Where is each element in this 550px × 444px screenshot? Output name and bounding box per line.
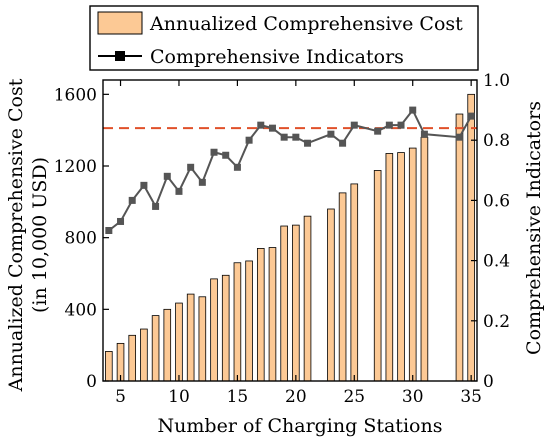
bar (256, 248, 265, 382)
bar (420, 136, 429, 382)
bar (408, 147, 417, 382)
indicator-point (163, 172, 171, 180)
bar (373, 170, 382, 382)
indicator-point (409, 106, 417, 114)
indicator-point (420, 130, 428, 138)
indicator-point (374, 127, 382, 135)
bar (280, 225, 288, 382)
bar (338, 192, 347, 382)
y-left-axis-title-line2: (in 10,000 USD) (29, 157, 51, 313)
bar (175, 302, 183, 382)
x-axis-title: Number of Charging Stations (158, 415, 443, 437)
indicator-point (292, 133, 300, 141)
indicator-point (117, 217, 125, 225)
bar (268, 247, 277, 382)
indicator-point (245, 136, 253, 144)
y-left-tick-label: 800 (65, 229, 97, 249)
bar (210, 278, 218, 382)
bar (245, 260, 253, 382)
bar (455, 113, 464, 382)
indicator-point (105, 227, 113, 234)
bar (350, 183, 359, 382)
x-tick-label: 20 (285, 387, 307, 407)
indicator-point (455, 133, 463, 141)
indicator-point (304, 139, 312, 147)
x-tick-label: 25 (343, 387, 365, 407)
indicator-point (327, 130, 335, 138)
x-tick-label: 35 (460, 387, 482, 407)
y-right-tick-label: 0.8 (483, 131, 510, 151)
indicator-point (187, 163, 195, 171)
bar (467, 93, 475, 382)
y-right-tick-label: 0.4 (483, 252, 510, 272)
y-left-axis-title-line1: Annualized Comprehensive Cost (5, 78, 27, 392)
y-left-tick-label: 400 (65, 300, 97, 320)
indicator-point (222, 151, 230, 159)
plot-frame (102, 79, 478, 382)
bar (128, 334, 137, 382)
indicator-point (140, 181, 148, 189)
y-left-tick-label: 0 (86, 372, 97, 392)
bar (385, 153, 394, 382)
bar (198, 296, 207, 382)
x-tick-label: 15 (227, 387, 249, 407)
bar (105, 351, 113, 382)
y-right-axis-title: Comprehensive Indicators (523, 101, 545, 355)
indicator-point (233, 163, 241, 171)
legend-bar-swatch (97, 11, 143, 35)
bar (303, 215, 312, 382)
y-left-tick-label: 1600 (54, 85, 97, 105)
indicator-point (198, 178, 206, 186)
legend-box (89, 5, 479, 71)
indicator-point (128, 196, 136, 204)
y-left-tick-label: 1200 (54, 157, 97, 177)
bar (186, 293, 195, 382)
indicator-point (280, 133, 288, 141)
legend-line-marker (115, 51, 125, 61)
indicator-point (350, 121, 358, 129)
y-right-tick-label: 0.6 (483, 191, 510, 211)
y-right-tick-label: 1.0 (483, 71, 510, 91)
x-tick-label: 5 (115, 387, 126, 407)
bar (221, 274, 230, 382)
legend-line-label: Comprehensive Indicators (150, 46, 404, 68)
bar (292, 224, 300, 382)
indicator-point (385, 121, 393, 129)
bar (327, 208, 335, 382)
indicator-point (268, 124, 276, 132)
y-right-tick-label: 0 (483, 372, 494, 392)
indicator-point (397, 121, 405, 129)
y-right-tick-label: 0.2 (483, 312, 510, 332)
indicator-series-line (108, 108, 473, 232)
bar (233, 262, 242, 382)
x-tick-label: 30 (402, 387, 424, 407)
bar (140, 328, 148, 382)
legend: Annualized Comprehensive Cost Comprehens… (89, 5, 479, 71)
indicator-point (210, 148, 218, 156)
bar (397, 152, 405, 382)
x-tick-label: 10 (168, 387, 190, 407)
indicator-point (175, 187, 183, 195)
legend-bar-label: Annualized Comprehensive Cost (149, 13, 463, 35)
indicator-point (467, 112, 475, 120)
indicator-point (152, 202, 160, 210)
indicator-point (339, 139, 347, 147)
bar (163, 308, 172, 382)
indicator-point (257, 121, 265, 129)
plot-area: 5 10 15 20 25 30 3504008001200160000.20.40.60.… (54, 71, 510, 407)
bar (151, 315, 160, 382)
